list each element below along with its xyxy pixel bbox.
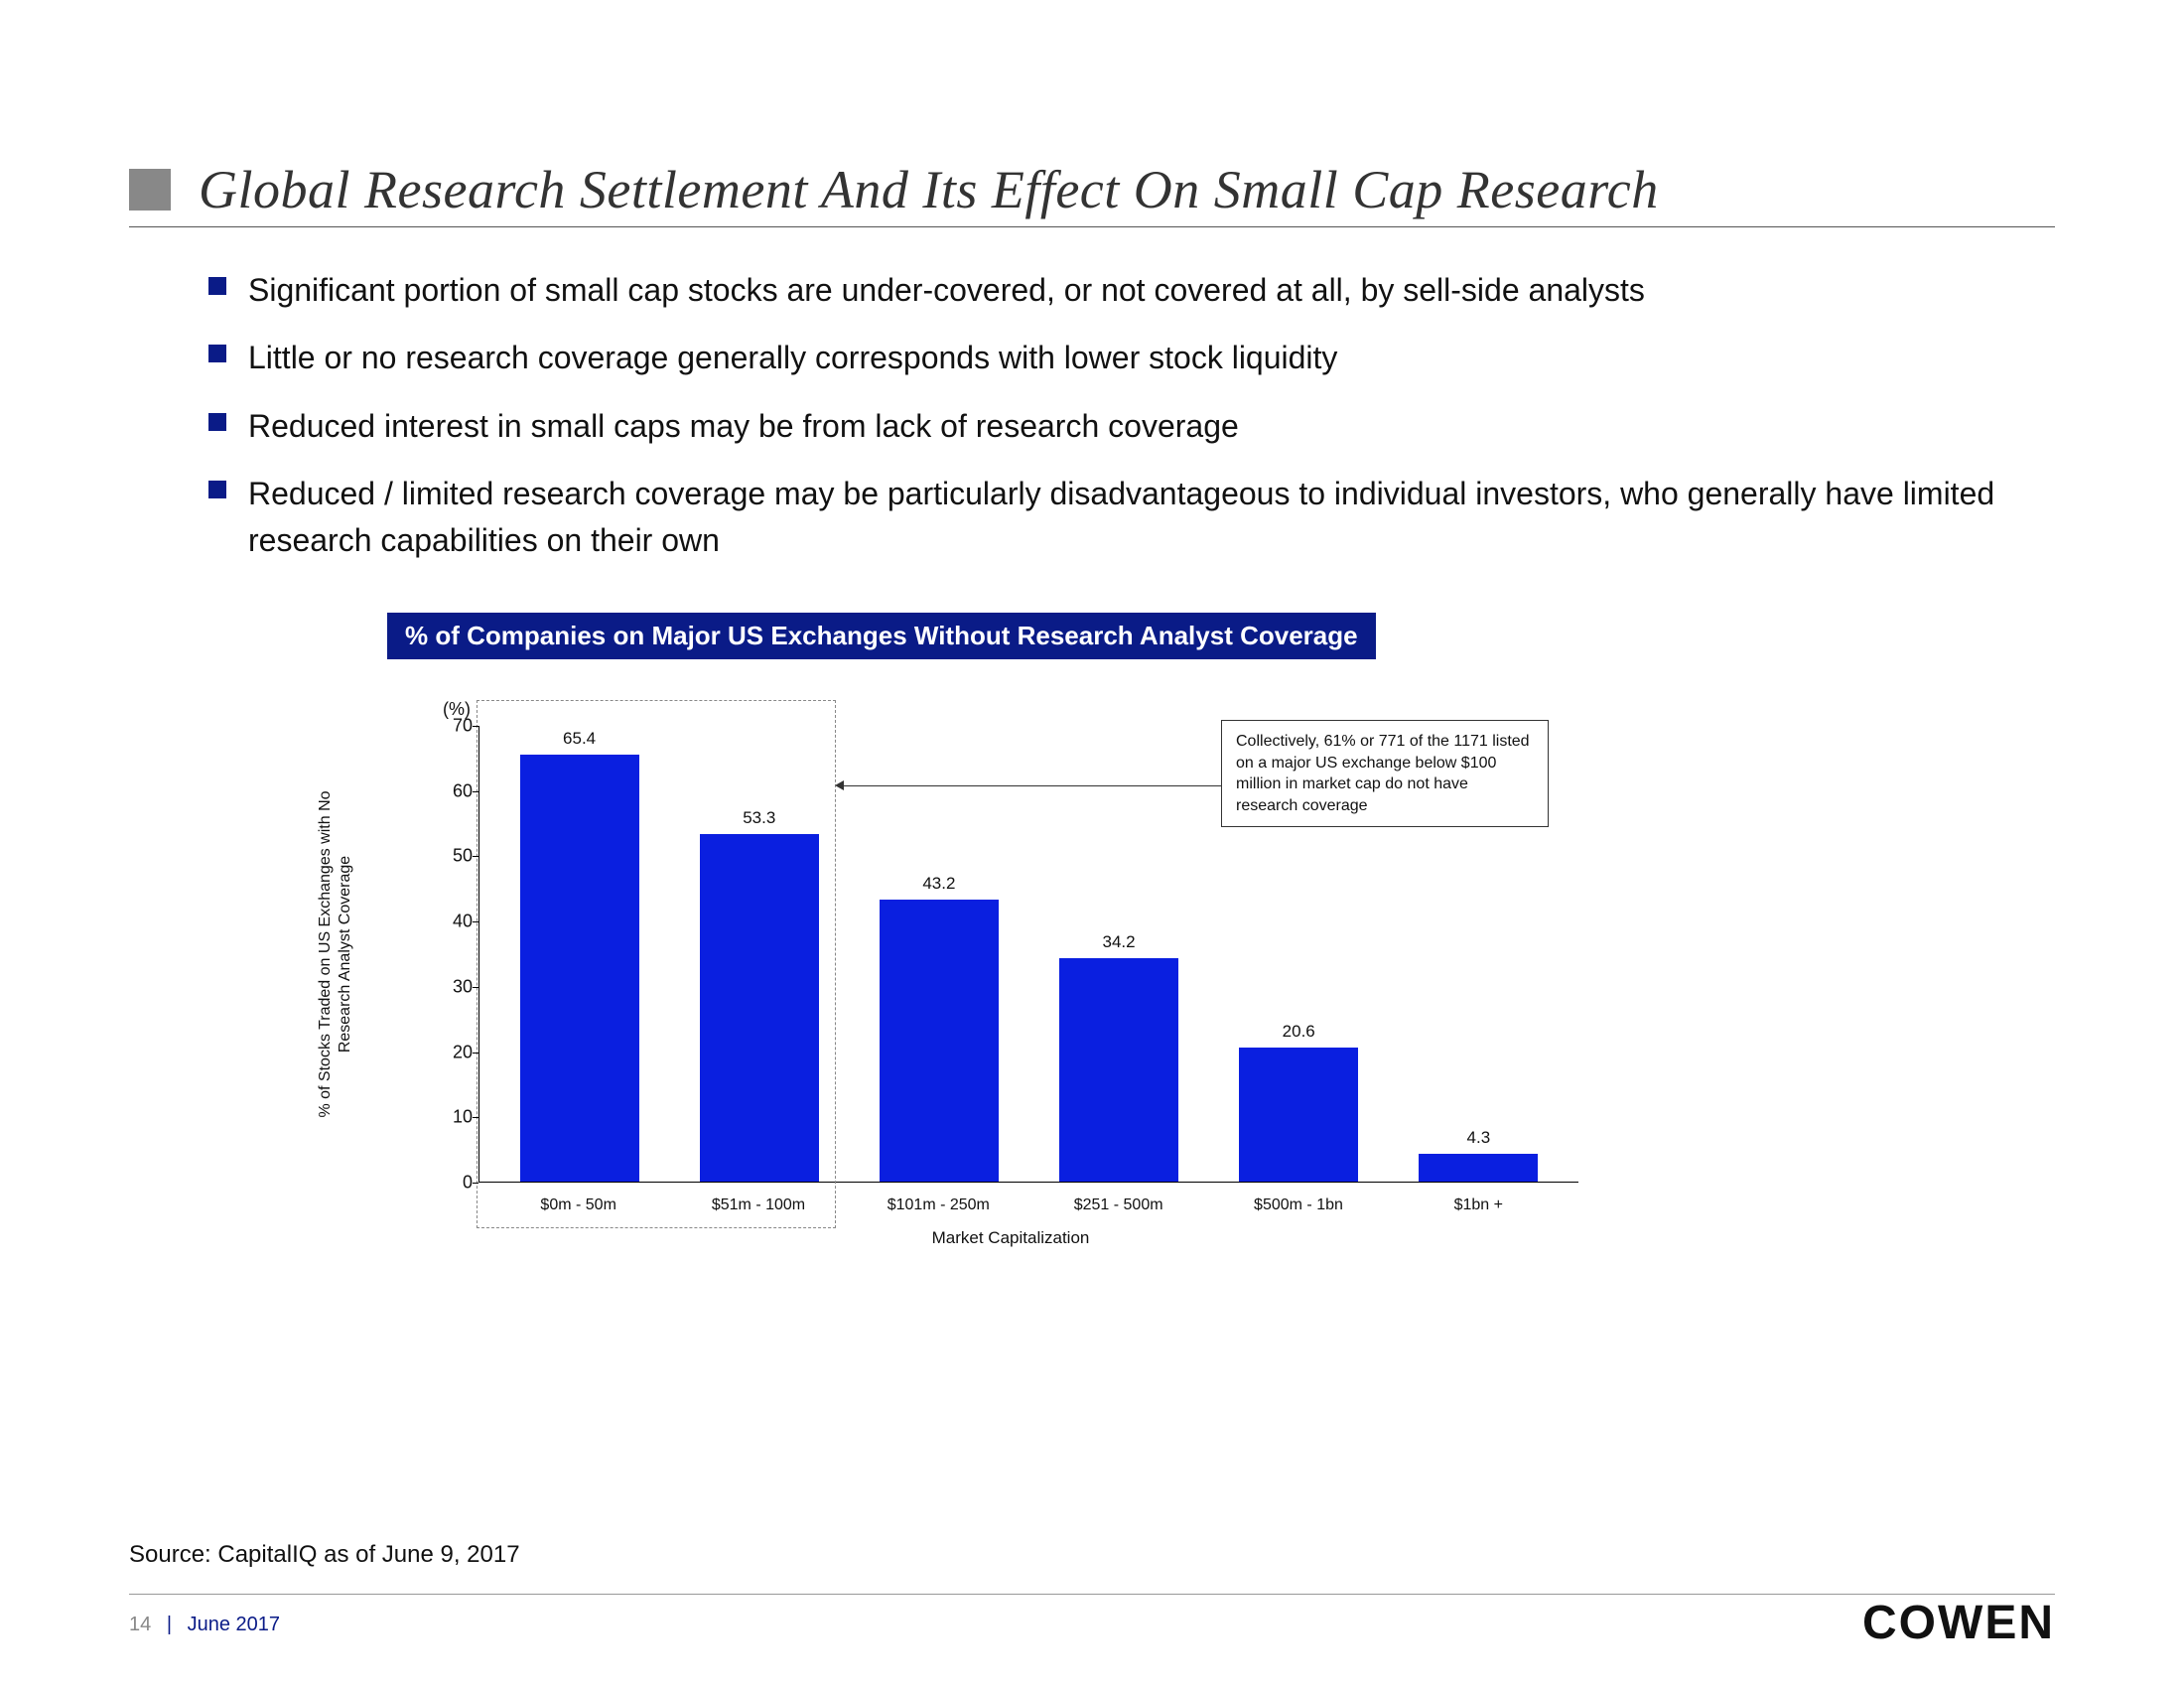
y-tick-mark (473, 856, 478, 857)
chart-container: % of Companies on Major US Exchanges Wit… (387, 613, 1578, 1248)
bullet-text: Little or no research coverage generally… (248, 335, 1337, 380)
source-citation: Source: CapitalIQ as of June 9, 2017 (129, 1541, 520, 1569)
y-tick-label: 70 (443, 715, 473, 736)
chart-plot-area: % of Stocks Traded on US Exchanges with … (387, 726, 1578, 1183)
y-tick-mark (473, 987, 478, 988)
x-tick-label: $1bn + (1409, 1196, 1548, 1214)
bar (700, 834, 819, 1182)
y-tick-mark (473, 1117, 478, 1118)
bullet-marker-icon (208, 345, 226, 362)
bullet-text: Reduced interest in small caps may be fr… (248, 403, 1239, 449)
bar-column: 53.3 (690, 808, 829, 1182)
bullet-marker-icon (208, 413, 226, 431)
bar (520, 755, 639, 1182)
bullet-item: Little or no research coverage generally… (208, 335, 2055, 380)
bar-value-label: 20.6 (1283, 1022, 1315, 1042)
y-tick-mark (473, 791, 478, 792)
y-tick-label: 50 (443, 846, 473, 867)
y-tick-label: 10 (443, 1107, 473, 1128)
bullet-item: Reduced / limited research coverage may … (208, 471, 2055, 563)
y-axis-title: % of Stocks Traded on US Exchanges with … (316, 790, 355, 1117)
y-axis: % of Stocks Traded on US Exchanges with … (387, 726, 423, 1183)
x-tick-label: $500m - 1bn (1229, 1196, 1368, 1214)
bar-column: 4.3 (1409, 1128, 1548, 1182)
y-tick-mark (473, 1053, 478, 1054)
y-tick-label: 0 (443, 1172, 473, 1193)
bar (1059, 958, 1178, 1182)
x-tick-label: $101m - 250m (869, 1196, 1008, 1214)
bar-value-label: 4.3 (1467, 1128, 1491, 1148)
bar-value-label: 53.3 (743, 808, 775, 828)
y-tick-label: 60 (443, 780, 473, 801)
bar-column: 43.2 (870, 874, 1009, 1182)
callout-leader-line (844, 785, 1221, 786)
bar-column: 34.2 (1049, 932, 1188, 1182)
bullet-item: Significant portion of small cap stocks … (208, 267, 2055, 313)
y-tick-mark (473, 726, 478, 727)
title-accent-block (129, 169, 171, 211)
title-row: Global Research Settlement And Its Effec… (129, 159, 2055, 227)
page-number: 14 (129, 1614, 151, 1635)
y-tick-mark (473, 1183, 478, 1184)
bar (1419, 1154, 1538, 1182)
bar-value-label: 43.2 (922, 874, 955, 894)
bar-column: 65.4 (510, 729, 649, 1182)
x-tick-label: $0m - 50m (509, 1196, 648, 1214)
callout-annotation: Collectively, 61% or 771 of the 1171 lis… (1221, 720, 1549, 827)
bullet-text: Reduced / limited research coverage may … (248, 471, 2055, 563)
callout-arrow-icon (835, 780, 844, 790)
y-tick-label: 40 (443, 912, 473, 932)
bullet-text: Significant portion of small cap stocks … (248, 267, 1645, 313)
bar-column: 20.6 (1229, 1022, 1368, 1182)
footer-date: June 2017 (188, 1614, 280, 1635)
bullet-list: Significant portion of small cap stocks … (129, 267, 2055, 563)
footer-separator: | (167, 1614, 172, 1635)
chart-title: % of Companies on Major US Exchanges Wit… (387, 613, 1376, 659)
x-ticks: $0m - 50m $51m - 100m $101m - 250m $251 - 5… (478, 1196, 1578, 1214)
bar-value-label: 65.4 (563, 729, 596, 749)
brand-logo: COWEN (1862, 1596, 2055, 1650)
bullet-item: Reduced interest in small caps may be fr… (208, 403, 2055, 449)
footer-left: 14 | June 2017 (129, 1614, 280, 1636)
footer-divider (129, 1594, 2055, 1595)
x-tick-label: $251 - 500m (1049, 1196, 1188, 1214)
slide: Global Research Settlement And Its Effec… (0, 0, 2184, 1688)
x-tick-label: $51m - 100m (689, 1196, 828, 1214)
chart-body: 65.453.343.234.220.64.3 $0m - 50m$51m - … (423, 726, 1578, 1183)
y-tick-mark (473, 921, 478, 922)
bar (1239, 1048, 1358, 1182)
y-tick-label: 20 (443, 1042, 473, 1062)
slide-title: Global Research Settlement And Its Effec… (199, 159, 1659, 220)
bullet-marker-icon (208, 481, 226, 498)
x-axis-title: Market Capitalization (443, 1228, 1578, 1248)
chart-unit-label: (%) (443, 699, 1578, 720)
bullet-marker-icon (208, 277, 226, 295)
bar-value-label: 34.2 (1103, 932, 1136, 952)
bar (880, 900, 999, 1182)
y-tick-label: 30 (443, 976, 473, 997)
